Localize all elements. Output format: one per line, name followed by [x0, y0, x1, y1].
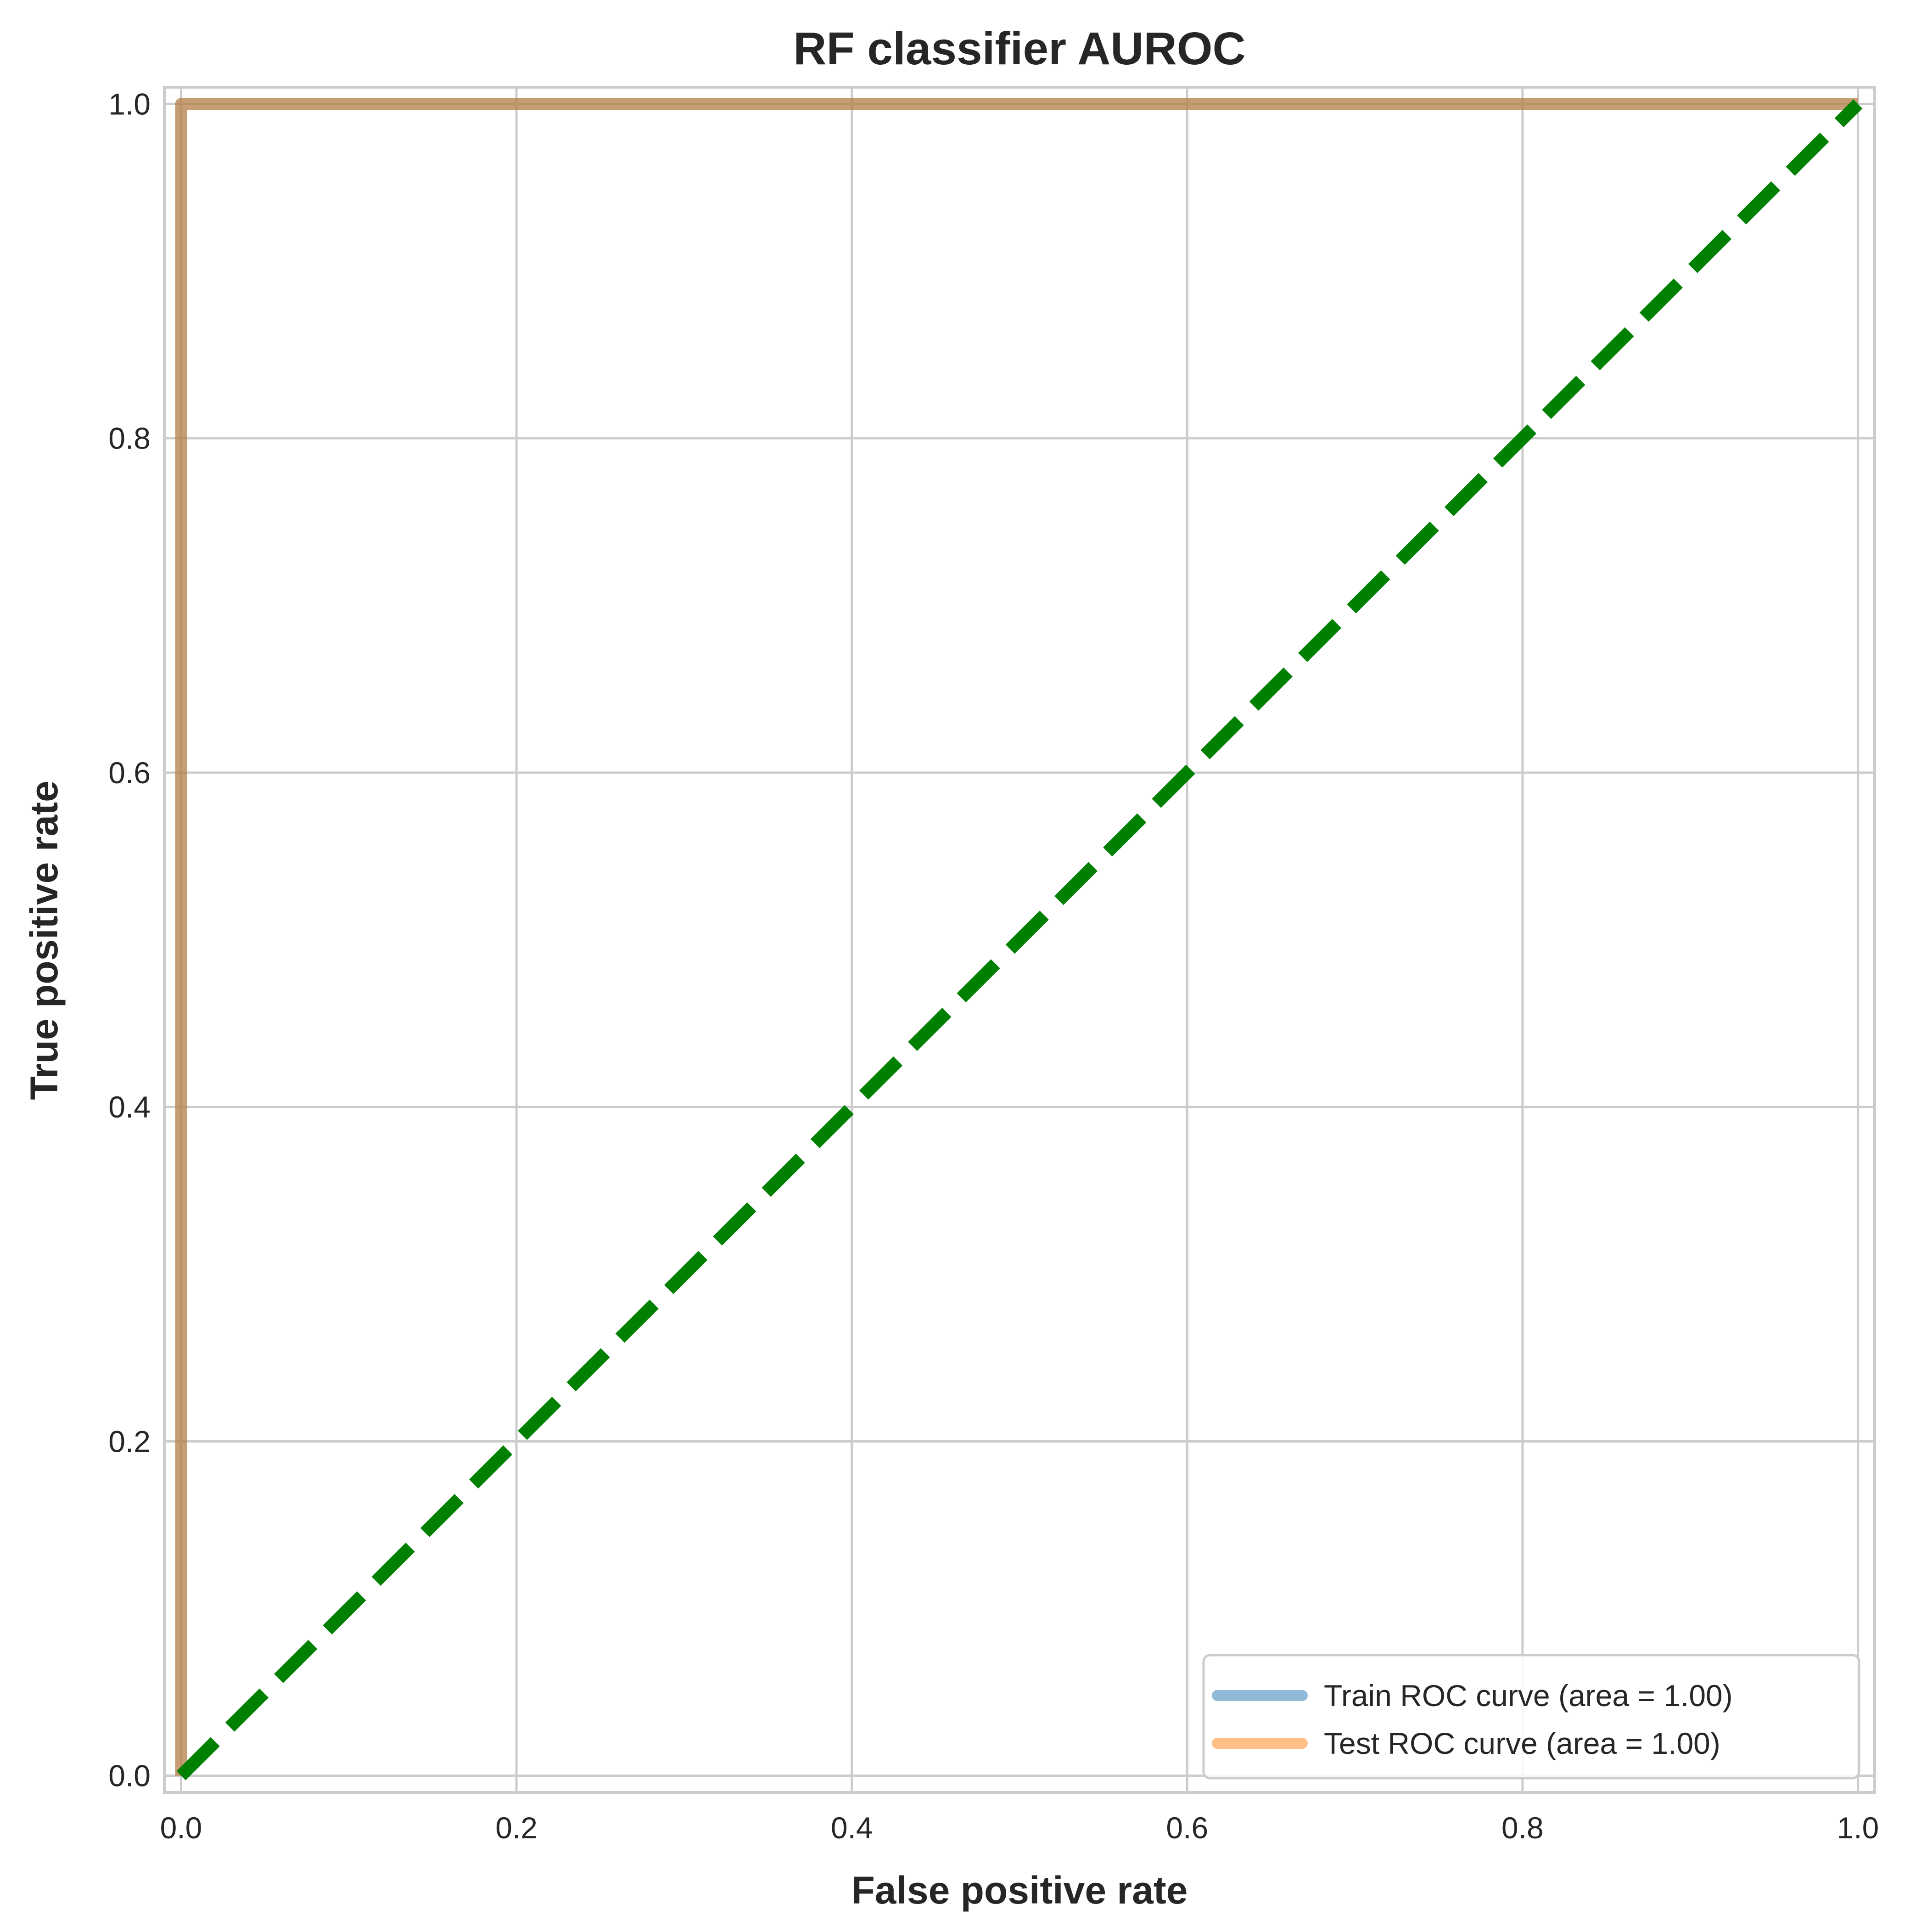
- plot-spines: [163, 86, 1876, 1794]
- x-axis-label: False positive rate: [851, 1869, 1188, 1912]
- legend: Train ROC curve (area = 1.00) Test ROC cu…: [1202, 1654, 1860, 1780]
- x-tick-label: 1.0: [1837, 1811, 1879, 1845]
- tick-labels: 0.0 0.2 0.4 0.6 0.8 1.0 0.0 0.2 0.4 0.6 0.8 1.0: [108, 87, 1879, 1845]
- legend-label-train: Train ROC curve (area = 1.00): [1324, 1679, 1733, 1713]
- series-layer: [175, 98, 1863, 1780]
- chance-diagonal-line: [176, 99, 1863, 1780]
- x-tick-label: 0.8: [1501, 1811, 1544, 1845]
- legend-label-test: Test ROC curve (area = 1.00): [1324, 1726, 1720, 1760]
- y-tick-label: 0.8: [108, 421, 151, 455]
- y-tick-label: 0.4: [108, 1090, 151, 1124]
- x-tick-label: 0.2: [495, 1811, 538, 1845]
- x-tick-label: 0.4: [831, 1811, 873, 1845]
- y-tick-label: 0.2: [108, 1424, 151, 1458]
- y-axis-label: True positive rate: [22, 781, 66, 1100]
- y-tick-label: 0.0: [108, 1759, 151, 1793]
- plot-frame: [163, 86, 1876, 1794]
- y-tick-label: 1.0: [108, 87, 151, 121]
- x-tick-label: 0.6: [1166, 1811, 1208, 1845]
- legend-box: [1202, 1654, 1860, 1780]
- roc-curve-test: [175, 98, 1858, 1776]
- x-tick-label: 0.0: [160, 1811, 202, 1845]
- y-tick-label: 0.6: [108, 756, 151, 790]
- chart-title: RF classifier AUROC: [793, 23, 1245, 74]
